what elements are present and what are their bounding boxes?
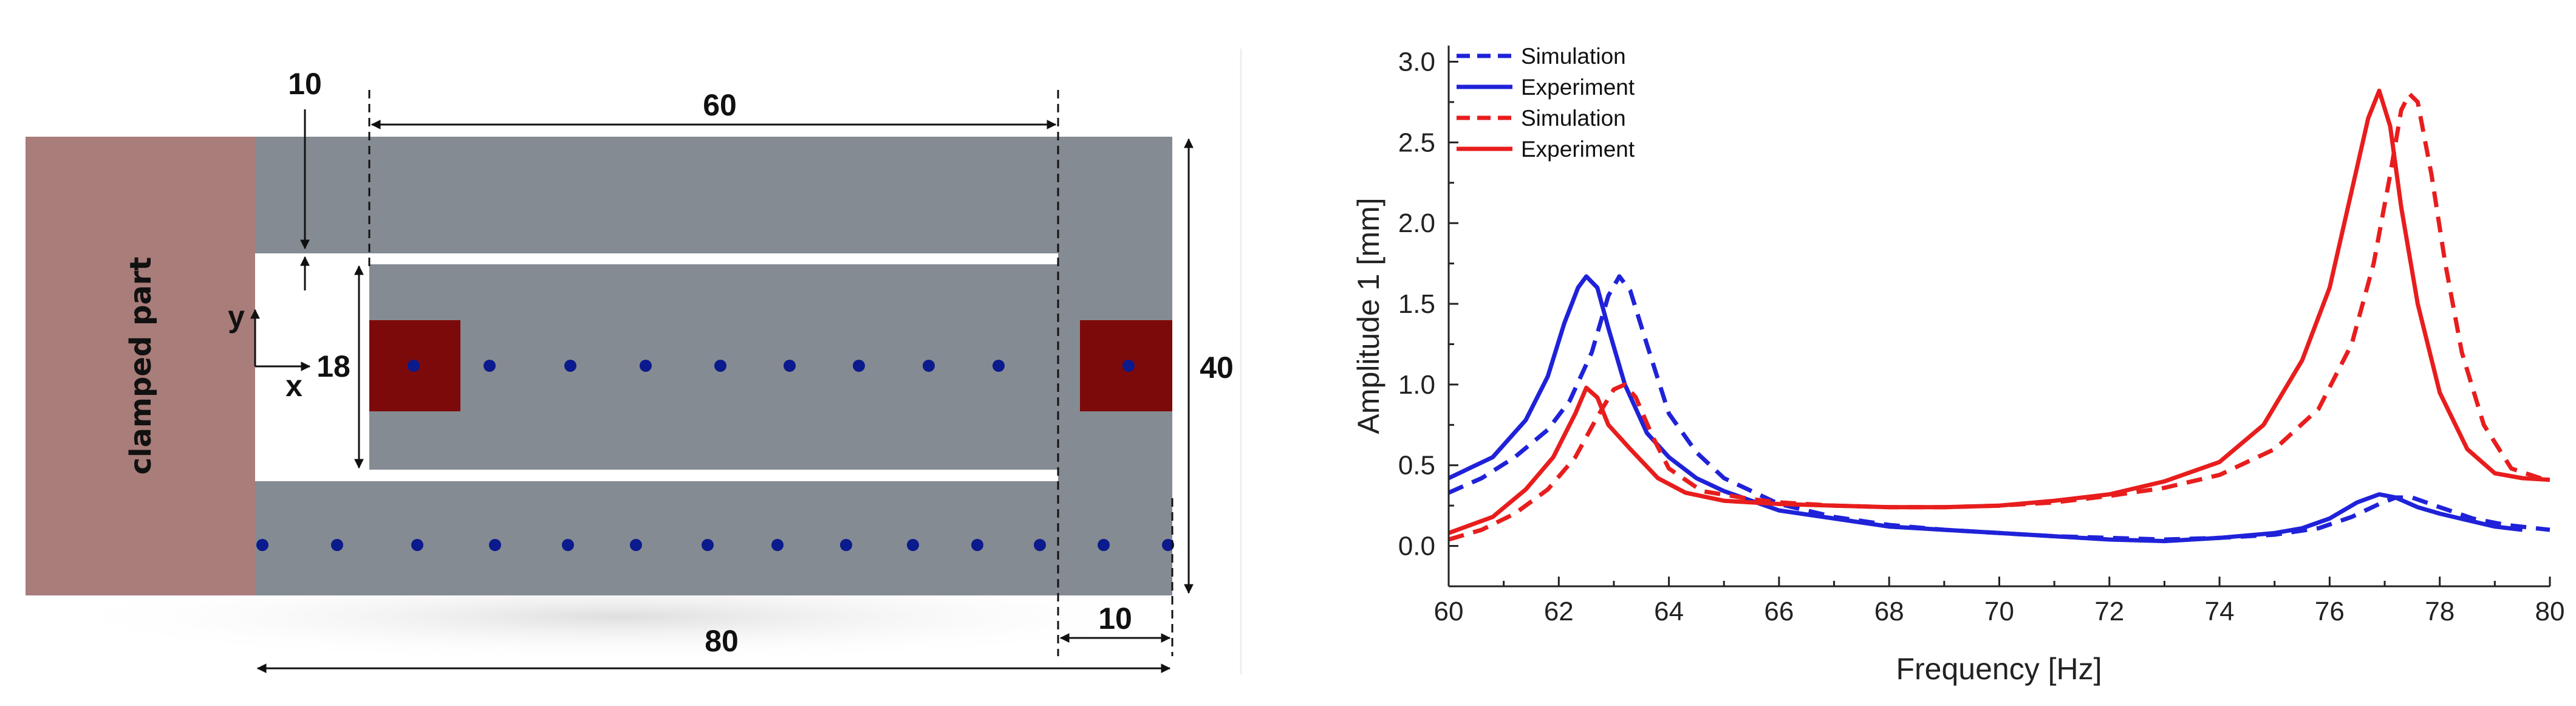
sensor-point: [1122, 360, 1135, 372]
sensor-point: [483, 360, 496, 372]
y-axis-label: Amplitude 1 [mm]: [1351, 197, 1385, 434]
sensor-point: [853, 360, 865, 372]
y-tick-label: 0.0: [1398, 532, 1435, 561]
plot-lines: [1447, 88, 2551, 544]
clamped-part-block: [26, 137, 255, 595]
y-tick-label: 3.0: [1398, 47, 1435, 77]
sensor-point: [562, 539, 574, 551]
legend-label: Experiment: [1521, 137, 1635, 162]
dim-label-80: 80: [705, 624, 739, 658]
sensor-point: [411, 539, 423, 551]
dim-label-40: 40: [1200, 351, 1234, 385]
sensor-point: [256, 539, 268, 551]
x-tick-label: 60: [1434, 597, 1464, 626]
dim-label-10-top: 10: [288, 67, 322, 101]
legend-label: Simulation: [1521, 44, 1626, 69]
sensor-point: [992, 360, 1005, 372]
sensor-point: [640, 360, 652, 372]
x-tick-label: 70: [1984, 597, 2014, 626]
sensor-point: [630, 539, 642, 551]
series-line-blue-experiment: [1447, 274, 2523, 544]
sensor-point: [923, 360, 935, 372]
legend-label: Experiment: [1521, 75, 1635, 100]
y-tick-label: 2.0: [1398, 208, 1435, 238]
sensor-point: [564, 360, 576, 372]
y-tick-label: 1.5: [1398, 289, 1435, 319]
top-frame-bar: [255, 137, 1172, 253]
sensor-point: [907, 539, 919, 551]
x-tick-label: 72: [2094, 597, 2124, 626]
sensor-point: [784, 360, 796, 372]
dim-label-10-bottom: 10: [1098, 601, 1132, 636]
dim-label-60: 60: [703, 88, 737, 122]
x-tick-label: 66: [1764, 597, 1794, 626]
frequency-response-chart: 60 62 64 66 68 70 72 74 76 78 80 0.0 0.5 1.0 1.5 2.0 2.…: [1351, 44, 2564, 686]
x-tick-labels: 60 62 64 66 68 70 72 74 76 78 80: [1434, 597, 2565, 626]
x-tick-label: 64: [1654, 597, 1684, 626]
inner-cantilever-beam: [369, 264, 1058, 470]
sensor-point: [1162, 539, 1174, 551]
series-line-blue-simulation: [1447, 274, 2550, 542]
x-tick-label: 78: [2425, 597, 2455, 626]
x-tick-label: 62: [1544, 597, 1574, 626]
sensor-points-outer: [256, 539, 1174, 551]
axis-x-label: x: [285, 369, 302, 403]
sensor-point: [1034, 539, 1046, 551]
x-tick-label: 80: [2535, 597, 2565, 626]
sensor-point: [971, 539, 983, 551]
axis-y-label: y: [228, 300, 245, 334]
y-tick-label: 1.0: [1398, 370, 1435, 400]
x-tick-label: 74: [2205, 597, 2235, 626]
sensor-point: [840, 539, 852, 551]
x-tick-label: 76: [2315, 597, 2345, 626]
sensor-point: [714, 360, 726, 372]
sensor-point: [1098, 539, 1110, 551]
beam-diagram: clamped part 60 10 18 40 1: [26, 67, 1234, 673]
series-line-red-experiment: [1447, 88, 2550, 535]
y-tick-label: 2.5: [1398, 128, 1435, 157]
sensor-point: [489, 539, 501, 551]
dim-label-18: 18: [316, 349, 350, 383]
sensor-point: [771, 539, 784, 551]
chart-axes: [1447, 46, 2551, 588]
legend-label: Simulation: [1521, 106, 1626, 131]
dimension-lines: [250, 90, 1194, 673]
y-tick-labels: 0.0 0.5 1.0 1.5 2.0 2.5 3.0: [1398, 47, 1435, 561]
sensor-points-inner: [408, 360, 1135, 372]
x-tick-label: 68: [1874, 597, 1904, 626]
sensor-point: [702, 539, 714, 551]
clamped-part-label: clamped part: [124, 257, 158, 475]
y-tick-label: 0.5: [1398, 451, 1435, 481]
bottom-frame-bar: [255, 481, 1172, 595]
sensor-point: [331, 539, 343, 551]
chart-legend: Simulation Experiment Simulation Experiment: [1457, 44, 1635, 162]
sensor-point: [408, 360, 420, 372]
x-axis-label: Frequency [Hz]: [1896, 652, 2102, 686]
